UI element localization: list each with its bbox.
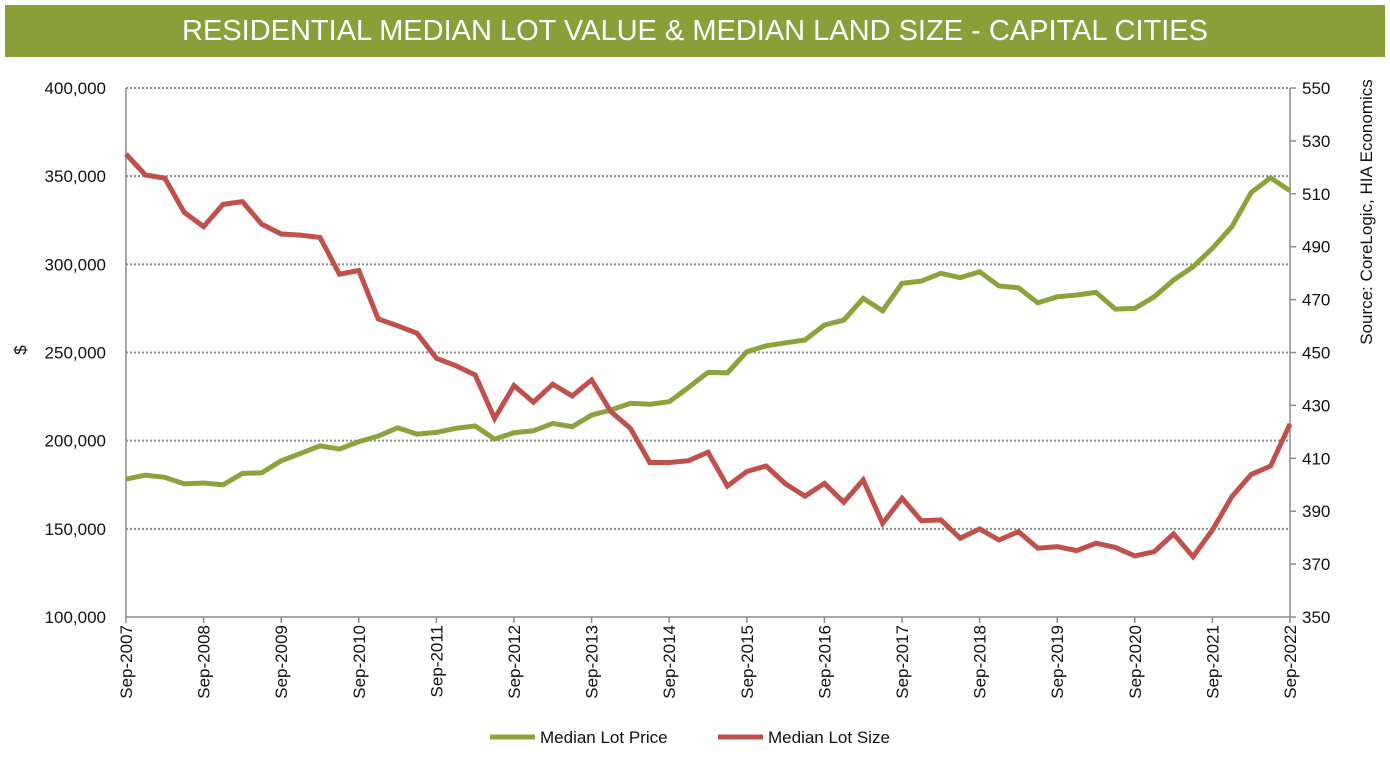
y-tick-label: 350,000 (45, 167, 106, 186)
chart-title: RESIDENTIAL MEDIAN LOT VALUE & MEDIAN LA… (5, 5, 1385, 57)
x-tick-label: Sep-2012 (505, 625, 524, 699)
source-label: Source: CoreLogic, HIA Economics (1357, 79, 1376, 345)
y2-tick-label: 450 (1302, 344, 1330, 363)
x-tick-label: Sep-2008 (195, 625, 214, 699)
legend: Median Lot Price Median Lot Size (490, 728, 890, 747)
y2-tick-label: 350 (1302, 608, 1330, 627)
x-tick-label: Sep-2018 (971, 625, 990, 699)
x-tick-label: Sep-2007 (117, 625, 136, 699)
legend-label-price: Median Lot Price (540, 728, 668, 747)
series-lines (124, 152, 1293, 561)
series-points (125, 177, 1291, 485)
x-tick-label: Sep-2014 (660, 625, 679, 699)
x-tick-label: Sep-2015 (738, 625, 757, 699)
gridlines (126, 87, 1290, 530)
right-axis-ticks: 350 370 390 410 430 450 470 490 510 530 550 (1290, 79, 1330, 627)
x-tick-label: Sep-2021 (1203, 625, 1222, 699)
y2-tick-label: 490 (1302, 238, 1330, 257)
x-tick-label: Sep-2019 (1048, 625, 1067, 699)
y-tick-label: 100,000 (45, 608, 106, 627)
series-points (125, 154, 1291, 557)
x-tick-label: Sep-2009 (272, 625, 291, 699)
x-tick-label: Sep-2016 (815, 625, 834, 699)
y-tick-label: 250,000 (45, 344, 106, 363)
series-line-median-lot-size (124, 152, 1293, 561)
series-line-median-lot-price (125, 174, 1292, 488)
y2-tick-label: 430 (1302, 396, 1330, 415)
y-axis-label: $ (11, 345, 30, 355)
y-tick-label: 200,000 (45, 432, 106, 451)
x-tick-label: Sep-2022 (1281, 625, 1300, 699)
x-tick-label: Sep-2017 (893, 625, 912, 699)
y2-tick-label: 510 (1302, 185, 1330, 204)
x-tick-label: Sep-2013 (583, 625, 602, 699)
y-tick-label: 300,000 (45, 255, 106, 274)
legend-label-size: Median Lot Size (768, 728, 890, 747)
y2-tick-label: 550 (1302, 79, 1330, 98)
y-tick-label: 150,000 (45, 520, 106, 539)
x-tick-label: Sep-2020 (1126, 625, 1145, 699)
y2-tick-label: 390 (1302, 502, 1330, 521)
y2-tick-label: 370 (1302, 555, 1330, 574)
x-axis-ticks: Sep-2007 Sep-2008 Sep-2009 Sep-2010 Sep-2011… (117, 617, 1300, 699)
x-tick-label: Sep-2011 (427, 625, 446, 697)
y-tick-label: 400,000 (45, 79, 106, 98)
y2-tick-label: 530 (1302, 132, 1330, 151)
y2-tick-label: 470 (1302, 291, 1330, 310)
x-tick-label: Sep-2010 (350, 625, 369, 699)
y2-tick-label: 410 (1302, 449, 1330, 468)
left-axis-ticks: 100,000 150,000 200,000 250,000 300,000 350,0… (45, 79, 106, 627)
